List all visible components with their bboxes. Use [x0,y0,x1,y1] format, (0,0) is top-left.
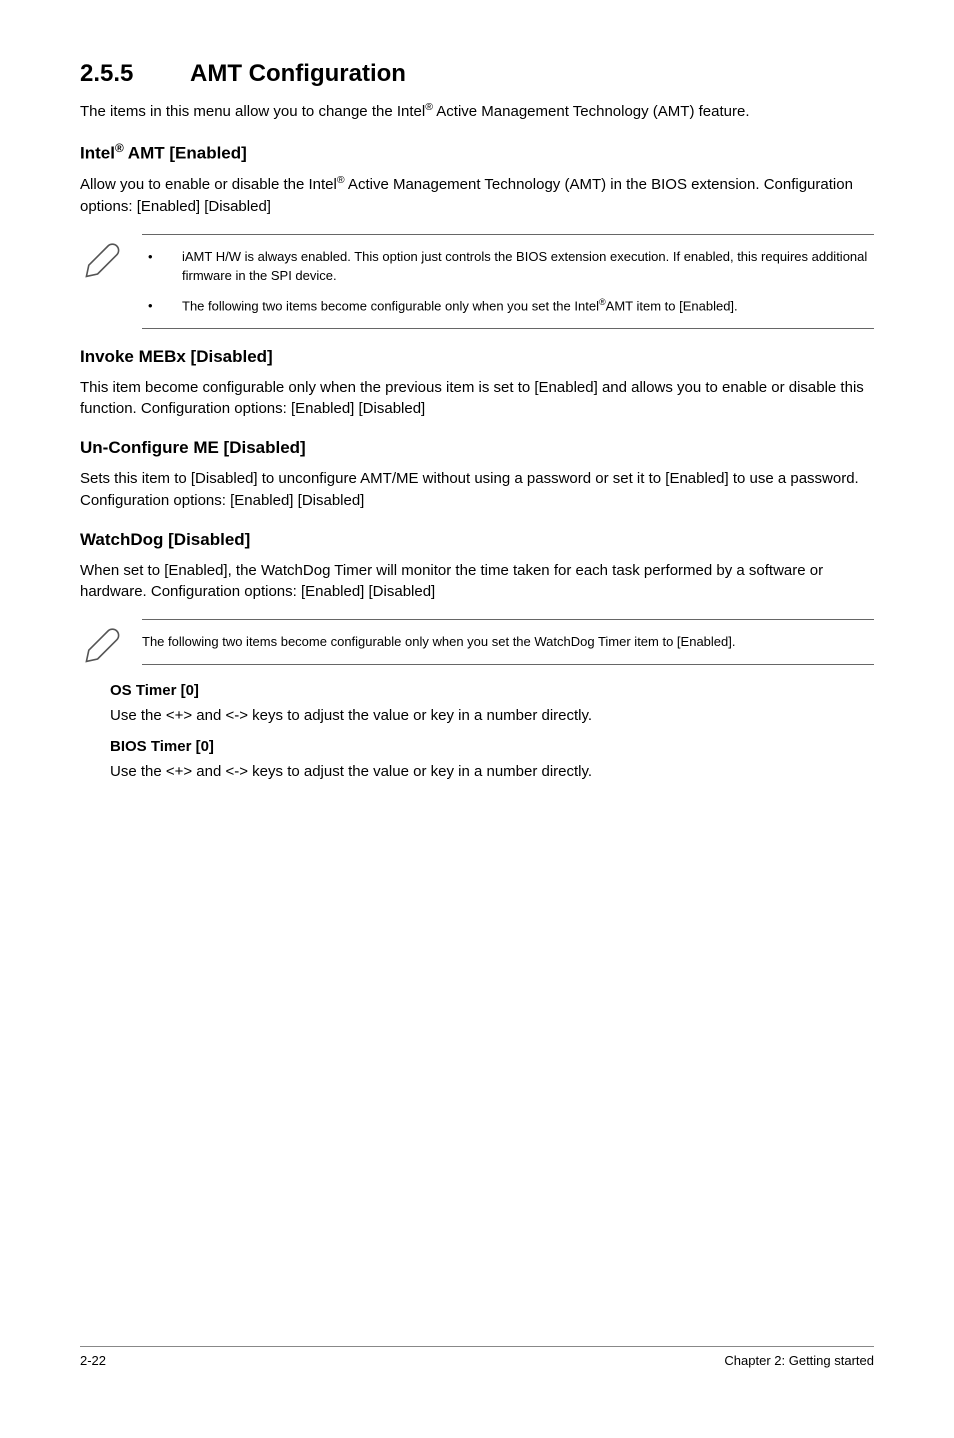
section-intro: The items in this menu allow you to chan… [80,100,874,123]
unconfig-body: Sets this item to [Disabled] to unconfig… [80,468,874,512]
watchdog-body: When set to [Enabled], the WatchDog Time… [80,560,874,604]
bios-timer-body: Use the <+> and <-> keys to adjust the v… [110,763,874,780]
note1-bullet-1: • iAMT H/W is always enabled. This optio… [142,247,874,286]
unconfig-heading: Un-Configure ME [Disabled] [80,438,874,458]
intel-amt-heading: Intel® AMT [Enabled] [80,141,874,164]
note-block-1: • iAMT H/W is always enabled. This optio… [80,234,874,329]
bios-timer-heading: BIOS Timer [0] [110,738,874,755]
footer-chapter: Chapter 2: Getting started [724,1353,874,1368]
pen-path [86,629,118,661]
invoke-heading: Invoke MEBx [Disabled] [80,347,874,367]
page-footer: 2-22 Chapter 2: Getting started [80,1346,874,1368]
note1-b1-text: iAMT H/W is always enabled. This option … [182,247,874,286]
intro-post: Active Management Technology (AMT) featu… [433,103,750,120]
bullet-dot: • [142,296,182,316]
intro-pre: The items in this menu allow you to chan… [80,103,425,120]
section-title: AMT Configuration [190,60,406,87]
note-block-2: The following two items become configura… [80,619,874,668]
section-number: 2.5.5 [80,60,190,88]
note-content-2: The following two items become configura… [142,619,874,665]
watchdog-heading: WatchDog [Disabled] [80,530,874,550]
os-timer-heading: OS Timer [0] [110,682,874,699]
section-heading: 2.5.5AMT Configuration [80,60,874,88]
reg-mark: ® [337,174,345,186]
note1-bullet-2: • The following two items become configu… [142,296,874,316]
intel-amt-heading-pre: Intel [80,143,115,162]
note1-b2-text: The following two items become configura… [182,296,874,316]
invoke-body: This item become configurable only when … [80,377,874,421]
intel-amt-body: Allow you to enable or disable the Intel… [80,173,874,218]
os-timer-block: OS Timer [0] Use the <+> and <-> keys to… [80,682,874,780]
os-timer-body: Use the <+> and <-> keys to adjust the v… [110,707,874,724]
note1-b2-pre: The following two items become configura… [182,298,599,313]
reg-mark: ® [425,101,433,113]
footer-page-number: 2-22 [80,1353,106,1368]
reg-mark: ® [599,297,606,307]
intel-amt-body-pre: Allow you to enable or disable the Intel [80,176,337,193]
note-content-1: • iAMT H/W is always enabled. This optio… [142,234,874,329]
pen-path [86,244,118,276]
note1-b2-post: AMT item to [Enabled]. [606,298,738,313]
reg-mark: ® [115,141,124,155]
intel-amt-heading-post: AMT [Enabled] [124,143,247,162]
pen-icon [80,619,142,668]
bullet-dot: • [142,247,182,286]
pen-icon [80,234,142,283]
